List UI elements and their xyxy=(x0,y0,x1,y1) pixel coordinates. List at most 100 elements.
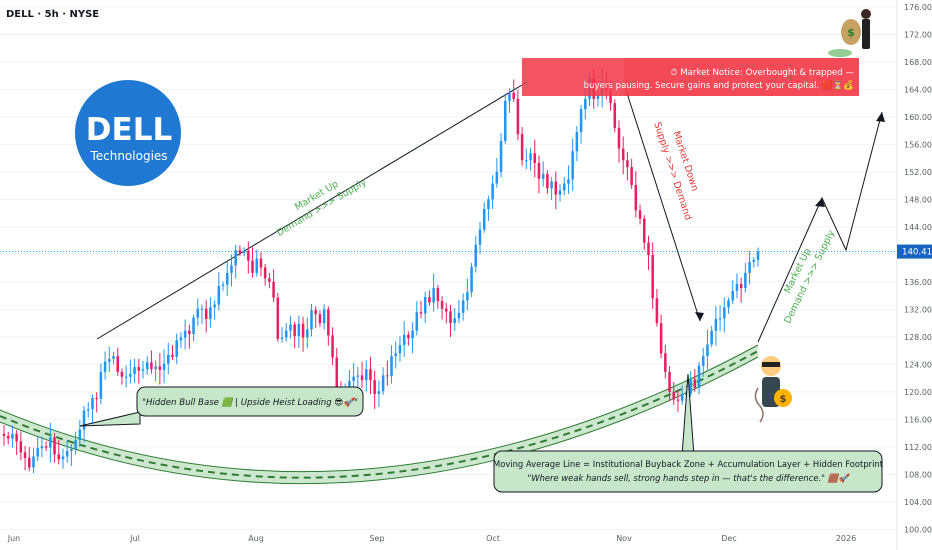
candle xyxy=(171,354,174,357)
candle xyxy=(647,242,650,256)
callouts: "Hidden Bull Base 🟩 | Upside Heist Loadi… xyxy=(79,373,884,493)
candle xyxy=(82,410,86,430)
market-notice-line-2: buyers pausing. Secure gains and protect… xyxy=(584,80,854,91)
candle xyxy=(626,160,629,168)
candle xyxy=(596,95,600,99)
price-tick-label: 148.00 xyxy=(904,195,932,204)
candle xyxy=(297,323,301,337)
candle xyxy=(255,258,259,273)
projection-path xyxy=(757,111,883,343)
candle xyxy=(70,448,73,451)
candle xyxy=(584,99,587,110)
candle xyxy=(571,151,574,180)
candle xyxy=(301,323,305,338)
price-tick-label: 176.00 xyxy=(904,3,932,12)
candle xyxy=(154,366,157,370)
bull-base-pointer xyxy=(79,411,141,427)
price-tick-label: 144.00 xyxy=(904,223,932,232)
time-tick-label: Sep xyxy=(369,534,384,543)
candle xyxy=(11,433,14,439)
candle xyxy=(398,345,402,354)
supply-zone-box xyxy=(522,58,624,96)
candle xyxy=(32,456,35,468)
candle xyxy=(482,209,486,230)
candle xyxy=(714,319,718,331)
candle xyxy=(209,307,212,319)
projection-path xyxy=(757,111,885,343)
candle xyxy=(562,183,566,191)
candle xyxy=(689,379,692,394)
downtrend-arrowhead xyxy=(695,312,704,321)
candle xyxy=(293,324,296,337)
candle xyxy=(710,330,713,345)
candle xyxy=(196,308,200,318)
candle xyxy=(621,148,625,161)
candle xyxy=(335,357,339,391)
price-tick-label: 104.00 xyxy=(904,498,932,507)
price-tick-label: 112.00 xyxy=(904,443,932,452)
candle xyxy=(23,452,27,458)
candle xyxy=(40,446,44,449)
candle xyxy=(74,440,77,449)
candle xyxy=(167,354,170,364)
candle xyxy=(137,367,141,371)
candle xyxy=(529,153,532,161)
candle xyxy=(175,340,178,357)
candle xyxy=(179,337,183,341)
candle xyxy=(322,309,326,324)
price-tick-label: 100.00 xyxy=(904,525,932,534)
candle xyxy=(478,229,482,245)
candle xyxy=(217,286,221,305)
candle xyxy=(36,448,39,457)
candle xyxy=(461,300,465,313)
thief-head xyxy=(861,9,871,19)
candle xyxy=(541,173,545,179)
candle xyxy=(188,330,191,335)
candle xyxy=(327,309,330,336)
candle xyxy=(466,292,469,301)
candle xyxy=(373,380,376,394)
candle xyxy=(129,374,132,377)
candle xyxy=(183,330,187,338)
candle xyxy=(133,367,136,374)
candle xyxy=(272,281,275,298)
candle xyxy=(474,244,478,267)
candle xyxy=(360,375,364,381)
candle xyxy=(739,283,743,289)
candle xyxy=(65,451,69,457)
candle xyxy=(575,132,579,152)
candle xyxy=(723,307,726,319)
candle xyxy=(693,379,697,388)
mascot-mask xyxy=(762,362,780,367)
candle xyxy=(744,272,747,289)
candle xyxy=(638,210,642,219)
candle xyxy=(525,160,528,162)
candle xyxy=(546,173,549,189)
price-tick-label: 128.00 xyxy=(904,333,932,342)
candle xyxy=(284,330,288,338)
candle xyxy=(348,380,351,388)
candle xyxy=(533,153,537,163)
price-tick-label: 164.00 xyxy=(904,85,932,94)
candle xyxy=(748,261,751,273)
candle xyxy=(402,334,406,346)
candle xyxy=(508,92,511,102)
candle xyxy=(495,171,499,184)
logo-technologies-text: Technologies xyxy=(89,149,167,163)
candle xyxy=(268,278,271,282)
price-tick-label: 108.00 xyxy=(904,470,932,479)
candle xyxy=(352,376,355,381)
logo-circle xyxy=(75,80,181,186)
bull-base-text: "Hidden Bull Base 🟩 | Upside Heist Loadi… xyxy=(142,397,358,408)
candle xyxy=(381,375,385,392)
candle xyxy=(735,283,739,291)
candle xyxy=(407,334,410,339)
candle xyxy=(655,298,659,324)
price-tick-label: 152.00 xyxy=(904,168,932,177)
market-notice-line-1: ⏱ Market Notice: Overbought & trapped — xyxy=(671,68,855,78)
money-bag xyxy=(841,19,861,45)
candle xyxy=(394,353,398,357)
candle xyxy=(318,314,322,324)
